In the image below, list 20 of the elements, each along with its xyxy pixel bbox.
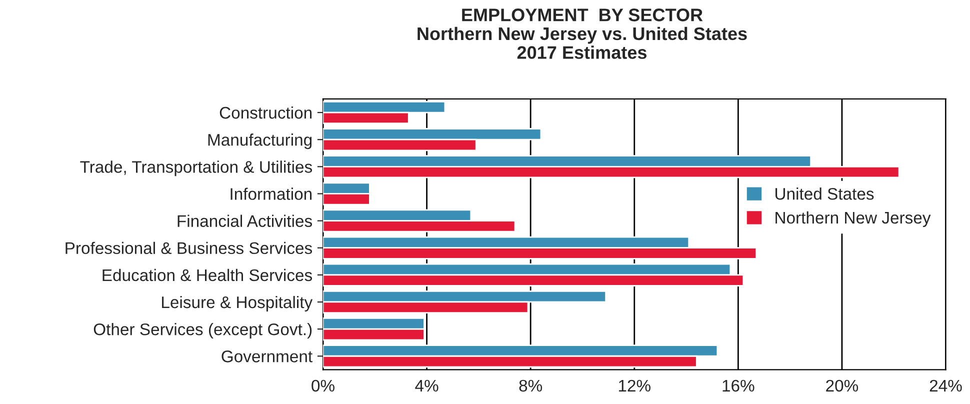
x-tick-label: 4% [415, 380, 438, 392]
x-tick-label: 16% [722, 380, 754, 392]
y-tick-label: Construction [220, 106, 312, 119]
y-tick-label: Other Services (except Govt.) [94, 323, 312, 339]
y-tick-label: Manufacturing [208, 134, 312, 150]
y-tick-label: Financial Activities [178, 214, 312, 227]
x-tick-label: 24% [930, 380, 962, 392]
chart-title: EMPLOYMENT BY SECTOR Northern New Jersey vs. United States 2017 Estimates [418, 8, 747, 59]
legend-label: United States [776, 188, 874, 200]
y-tick-label: Professional & Business Services [66, 242, 312, 254]
y-tick-label: Education & Health Services [102, 268, 312, 282]
y-tick-label: Trade, Transportation & Utilities [80, 160, 312, 176]
y-tick-label: Government [222, 350, 312, 362]
y-tick-label: Leisure & Hospitality [162, 296, 313, 312]
x-tick-label: 20% [826, 380, 858, 392]
legend-label: Northern New Jersey [776, 211, 931, 227]
x-tick-label: 0% [312, 380, 334, 392]
y-tick-label: Information [230, 188, 312, 200]
x-tick-label: 8% [519, 380, 542, 392]
x-tick-label: 12% [618, 380, 650, 392]
